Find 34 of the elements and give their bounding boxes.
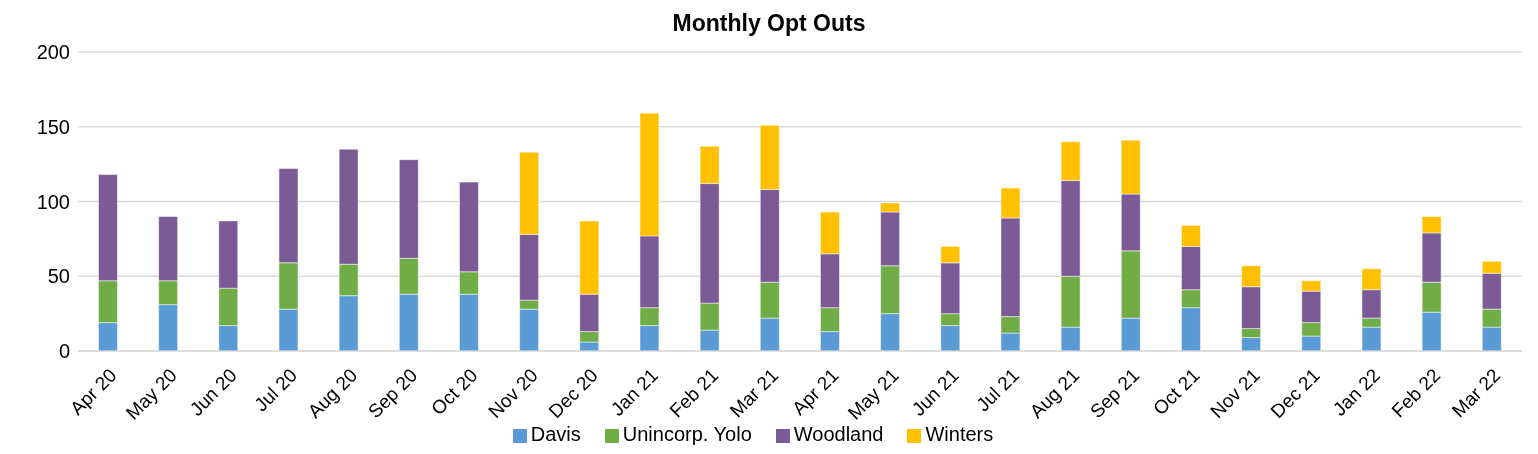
x-tick-label: Sep 20: [363, 364, 422, 423]
x-tick-label: Jun 21: [907, 364, 963, 420]
x-tick-label: May 21: [843, 364, 903, 424]
x-tick-label: Jul 20: [250, 364, 302, 416]
chart-title: Monthly Opt Outs: [671, 9, 867, 38]
x-tick-label: Mar 22: [1447, 364, 1505, 422]
legend-label: Davis: [530, 423, 581, 445]
x-tick-label: Feb 21: [665, 364, 723, 422]
y-tick-label: 200: [36, 41, 70, 64]
legend-label: Winters: [925, 423, 994, 445]
x-tick-label: Aug 20: [303, 364, 362, 423]
x-tick-label: Oct 21: [1149, 364, 1204, 420]
x-tick-label: Nov 21: [1206, 364, 1264, 423]
x-tick-label: May 20: [121, 364, 181, 424]
legend-label: Woodland: [793, 423, 884, 445]
x-tick-label: Apr 20: [66, 364, 121, 420]
x-tick-label: Feb 22: [1387, 364, 1445, 422]
x-tick-label: Dec 20: [544, 364, 602, 423]
y-tick-label: 100: [36, 190, 70, 213]
legend-label: Unincorp. Yolo: [622, 423, 752, 445]
y-tick-label: 50: [47, 265, 70, 288]
x-tick-label: Nov 20: [484, 364, 542, 423]
y-tick-label: 150: [36, 115, 70, 138]
x-tick-label: Sep 21: [1085, 364, 1144, 423]
x-tick-label: Apr 21: [788, 364, 843, 420]
x-tick-label: Mar 21: [725, 364, 783, 422]
x-tick-label: Jul 21: [972, 364, 1024, 416]
x-tick-label: Jan 22: [1328, 364, 1385, 420]
x-tick-label: Dec 21: [1266, 364, 1324, 423]
x-tick-label: Jun 20: [185, 364, 241, 420]
x-tick-label: Aug 21: [1025, 364, 1084, 423]
x-tick-label: Oct 20: [427, 364, 482, 420]
x-tick-label: Jan 21: [606, 364, 663, 420]
y-tick-label: 0: [58, 340, 70, 363]
